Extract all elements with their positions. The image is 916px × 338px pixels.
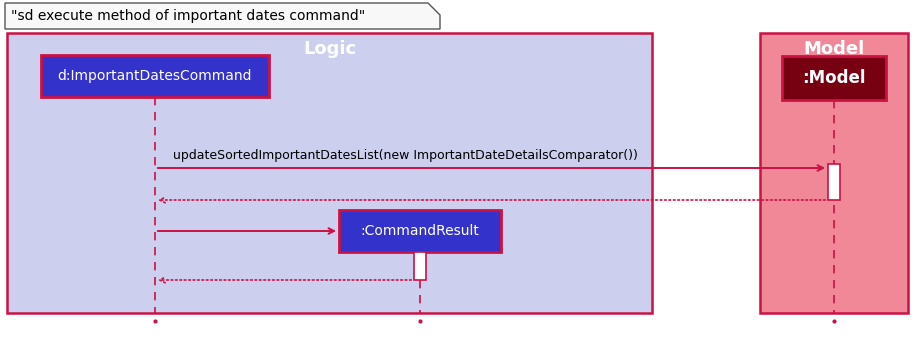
FancyBboxPatch shape bbox=[414, 252, 426, 280]
Text: updateSortedImportantDatesList(new ImportantDateDetailsComparator()): updateSortedImportantDatesList(new Impor… bbox=[173, 149, 638, 162]
Text: Logic: Logic bbox=[303, 40, 356, 58]
Text: d:ImportantDatesCommand: d:ImportantDatesCommand bbox=[58, 69, 252, 83]
FancyBboxPatch shape bbox=[828, 164, 840, 200]
FancyBboxPatch shape bbox=[7, 33, 652, 313]
FancyBboxPatch shape bbox=[782, 56, 886, 100]
FancyBboxPatch shape bbox=[339, 210, 501, 252]
FancyBboxPatch shape bbox=[41, 55, 269, 97]
Polygon shape bbox=[5, 3, 440, 29]
FancyBboxPatch shape bbox=[760, 33, 908, 313]
Text: "sd execute method of important dates command": "sd execute method of important dates co… bbox=[11, 9, 365, 23]
Text: Model: Model bbox=[803, 40, 865, 58]
Text: :Model: :Model bbox=[802, 69, 866, 87]
Text: :CommandResult: :CommandResult bbox=[361, 224, 479, 238]
